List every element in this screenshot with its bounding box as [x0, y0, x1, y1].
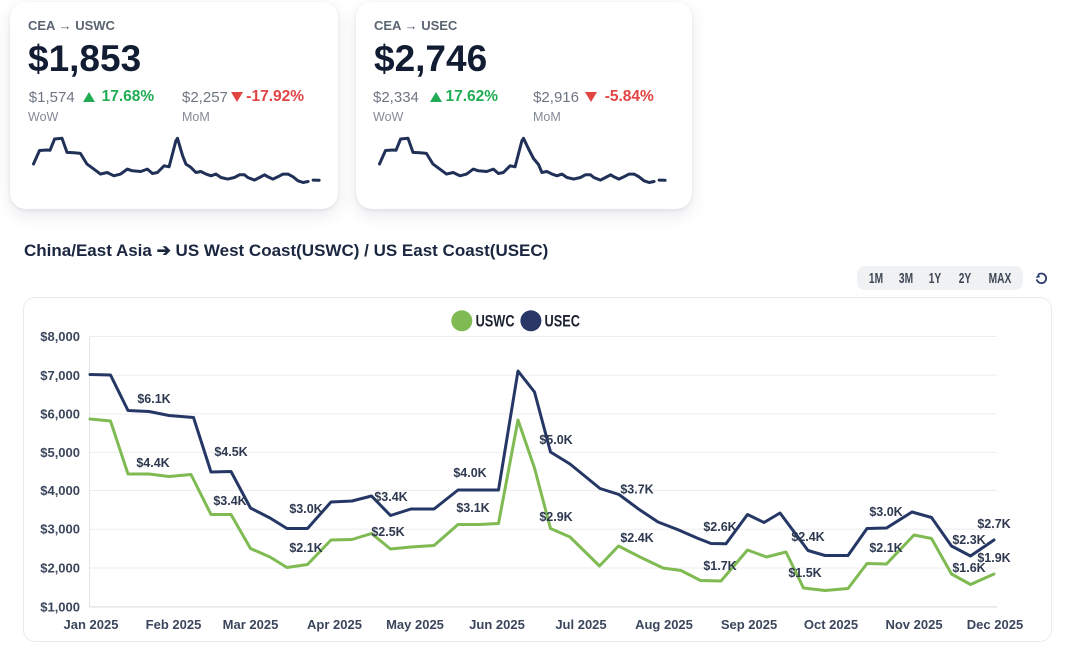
svg-text:Jan 2025: Jan 2025: [64, 617, 119, 632]
svg-text:$3.7K: $3.7K: [620, 483, 653, 497]
svg-text:$2.1K: $2.1K: [869, 541, 902, 555]
svg-text:Aug 2025: Aug 2025: [635, 617, 693, 632]
svg-text:$2.3K: $2.3K: [952, 533, 985, 547]
svg-text:$2.6K: $2.6K: [703, 520, 736, 534]
svg-text:Sep 2025: Sep 2025: [721, 617, 777, 632]
svg-text:$4.5K: $4.5K: [214, 445, 247, 459]
svg-text:$3,000: $3,000: [40, 522, 80, 537]
svg-text:$2.1K: $2.1K: [289, 541, 322, 555]
svg-text:$1.6K: $1.6K: [952, 561, 985, 575]
svg-text:$2.9K: $2.9K: [539, 510, 572, 524]
svg-text:$5,000: $5,000: [40, 445, 80, 460]
svg-text:USEC: USEC: [545, 312, 581, 331]
svg-text:$1.5K: $1.5K: [788, 566, 821, 580]
svg-text:Mar 2025: Mar 2025: [223, 617, 279, 632]
svg-text:$8,000: $8,000: [40, 329, 80, 344]
svg-text:$3.0K: $3.0K: [869, 505, 902, 519]
svg-text:$2.4K: $2.4K: [791, 530, 824, 544]
svg-text:Jul 2025: Jul 2025: [555, 617, 606, 632]
svg-text:May 2025: May 2025: [386, 617, 444, 632]
svg-text:$3.1K: $3.1K: [456, 501, 489, 515]
svg-text:Apr 2025: Apr 2025: [307, 617, 362, 632]
svg-text:$2.5K: $2.5K: [371, 525, 404, 539]
svg-text:$4.4K: $4.4K: [136, 456, 169, 470]
svg-text:$1.9K: $1.9K: [977, 551, 1010, 565]
svg-text:$6.1K: $6.1K: [137, 392, 170, 406]
svg-text:$2,000: $2,000: [40, 561, 80, 576]
svg-text:$6,000: $6,000: [40, 406, 80, 421]
svg-text:$2.7K: $2.7K: [977, 517, 1010, 531]
svg-text:$7,000: $7,000: [40, 368, 80, 383]
svg-text:$3.0K: $3.0K: [289, 502, 322, 516]
svg-text:Nov 2025: Nov 2025: [885, 617, 942, 632]
svg-text:$3.4K: $3.4K: [213, 494, 246, 508]
svg-text:Dec 2025: Dec 2025: [967, 617, 1023, 632]
svg-text:Oct 2025: Oct 2025: [804, 617, 858, 632]
svg-text:Feb 2025: Feb 2025: [146, 617, 202, 632]
svg-text:$1.7K: $1.7K: [703, 559, 736, 573]
svg-text:$4.0K: $4.0K: [453, 466, 486, 480]
svg-text:$1,000: $1,000: [40, 599, 80, 614]
svg-text:$3.4K: $3.4K: [374, 490, 407, 504]
svg-text:$4,000: $4,000: [40, 483, 80, 498]
svg-text:USWC: USWC: [476, 312, 515, 331]
svg-text:Jun 2025: Jun 2025: [469, 617, 525, 632]
svg-text:$2.4K: $2.4K: [620, 531, 653, 545]
svg-text:$5.0K: $5.0K: [539, 433, 572, 447]
